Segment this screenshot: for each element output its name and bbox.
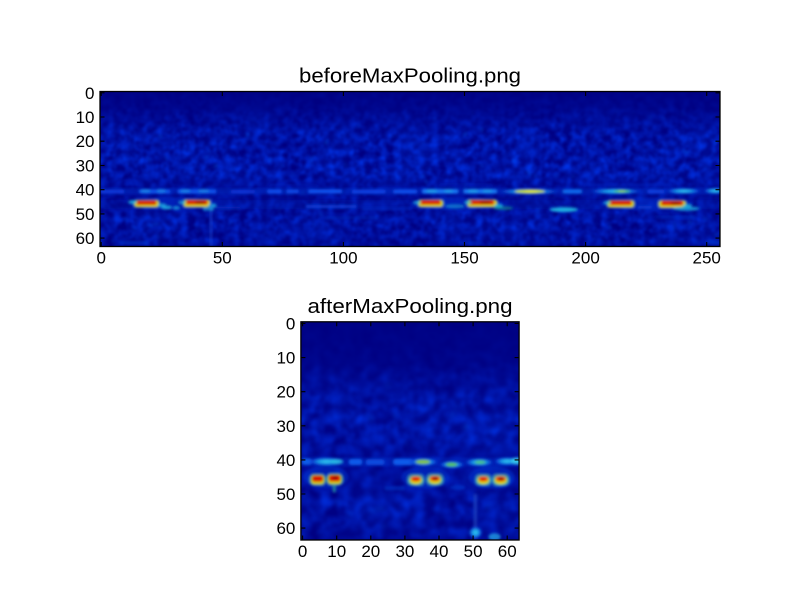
- svg-text:50: 50: [76, 205, 95, 224]
- svg-text:30: 30: [395, 542, 414, 561]
- svg-text:40: 40: [276, 451, 295, 470]
- svg-text:150: 150: [450, 249, 478, 268]
- svg-text:50: 50: [276, 485, 295, 504]
- svg-text:0: 0: [286, 315, 295, 334]
- svg-text:250: 250: [693, 249, 721, 268]
- svg-text:0: 0: [85, 84, 94, 103]
- svg-text:60: 60: [498, 542, 517, 561]
- svg-text:100: 100: [329, 249, 357, 268]
- svg-text:10: 10: [276, 349, 295, 368]
- svg-text:20: 20: [361, 542, 380, 561]
- svg-text:50: 50: [464, 542, 483, 561]
- svg-text:60: 60: [76, 229, 95, 248]
- svg-text:0: 0: [298, 542, 307, 561]
- svg-text:0: 0: [96, 249, 105, 268]
- svg-text:20: 20: [76, 132, 95, 151]
- svg-text:beforeMaxPooling.png: beforeMaxPooling.png: [299, 66, 521, 88]
- svg-text:30: 30: [76, 157, 95, 176]
- svg-text:40: 40: [76, 181, 95, 200]
- svg-text:200: 200: [571, 249, 599, 268]
- svg-text:10: 10: [76, 108, 95, 127]
- svg-text:30: 30: [276, 417, 295, 436]
- svg-text:60: 60: [276, 519, 295, 538]
- svg-text:40: 40: [430, 542, 449, 561]
- svg-text:10: 10: [327, 542, 346, 561]
- svg-text:20: 20: [276, 383, 295, 402]
- svg-text:50: 50: [213, 249, 232, 268]
- svg-text:afterMaxPooling.png: afterMaxPooling.png: [308, 296, 513, 318]
